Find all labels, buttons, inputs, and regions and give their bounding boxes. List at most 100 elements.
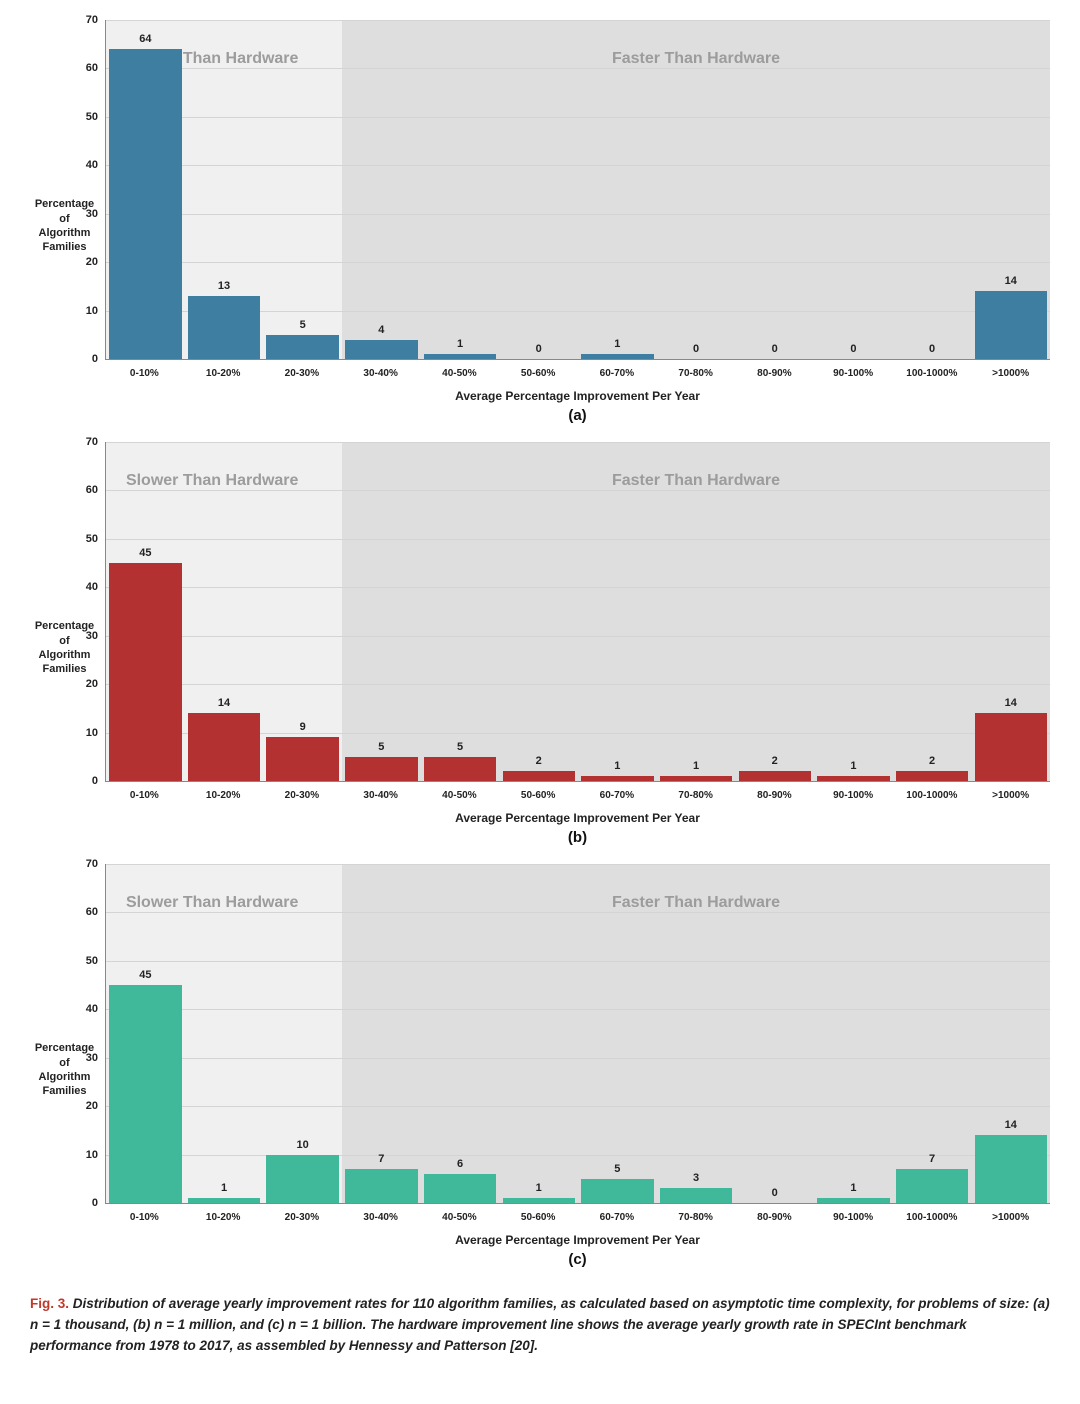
y-tick: 10 xyxy=(86,1149,98,1161)
x-tick: 0-10% xyxy=(105,790,184,801)
bar: 2 xyxy=(503,771,575,781)
bar: 6 xyxy=(424,1174,496,1203)
bar-value-label: 2 xyxy=(929,755,935,767)
chart-a: PercentageofAlgorithmFamiliesSlower Than… xyxy=(30,20,1050,432)
bar: 64 xyxy=(109,49,181,359)
y-tick: 0 xyxy=(92,1197,98,1209)
y-tick: 30 xyxy=(86,630,98,642)
bar-value-label: 7 xyxy=(929,1153,935,1165)
x-tick: 60-70% xyxy=(578,790,657,801)
y-tick: 60 xyxy=(86,62,98,74)
bar-value-label: 1 xyxy=(457,338,463,350)
x-tick: 100-1000% xyxy=(893,790,972,801)
bar: 5 xyxy=(266,335,338,359)
plot-area: Slower Than HardwareFaster Than Hardware… xyxy=(105,442,1050,782)
bar-value-label: 3 xyxy=(693,1172,699,1184)
y-tick: 50 xyxy=(86,533,98,545)
bar-value-label: 10 xyxy=(297,1139,309,1151)
x-tick: 30-40% xyxy=(341,368,420,379)
caption-text: Distribution of average yearly improveme… xyxy=(30,1296,1050,1353)
y-tick: 40 xyxy=(86,159,98,171)
bar-value-label: 1 xyxy=(693,760,699,772)
bar: 2 xyxy=(896,771,968,781)
x-tick: 30-40% xyxy=(341,1212,420,1223)
bar-value-label: 0 xyxy=(772,343,778,355)
bar-value-label: 13 xyxy=(218,280,230,292)
bar-value-label: 1 xyxy=(850,1182,856,1194)
x-axis-label: Average Percentage Improvement Per Year xyxy=(105,1233,1050,1247)
bar: 14 xyxy=(975,291,1047,359)
x-tick: 100-1000% xyxy=(893,368,972,379)
bar: 1 xyxy=(424,354,496,359)
bar-value-label: 4 xyxy=(378,324,384,336)
x-tick: 50-60% xyxy=(499,368,578,379)
x-tick: 60-70% xyxy=(578,368,657,379)
y-tick: 60 xyxy=(86,906,98,918)
y-tick: 0 xyxy=(92,775,98,787)
bar-value-label: 1 xyxy=(614,760,620,772)
x-axis-label: Average Percentage Improvement Per Year xyxy=(105,811,1050,825)
y-tick: 70 xyxy=(86,858,98,870)
bar: 1 xyxy=(581,776,653,781)
bar: 1 xyxy=(188,1198,260,1203)
y-tick: 20 xyxy=(86,256,98,268)
bar: 1 xyxy=(817,776,889,781)
x-tick: >1000% xyxy=(971,790,1050,801)
y-tick: 20 xyxy=(86,1100,98,1112)
x-tick: 60-70% xyxy=(578,1212,657,1223)
y-tick: 30 xyxy=(86,1052,98,1064)
bar-value-label: 1 xyxy=(850,760,856,772)
bar: 14 xyxy=(975,1135,1047,1203)
x-tick: 0-10% xyxy=(105,368,184,379)
y-axis-label: PercentageofAlgorithmFamilies xyxy=(30,864,105,1276)
bar-value-label: 0 xyxy=(929,343,935,355)
x-tick: 80-90% xyxy=(735,1212,814,1223)
y-tick: 10 xyxy=(86,305,98,317)
x-tick: 30-40% xyxy=(341,790,420,801)
x-tick: 40-50% xyxy=(420,790,499,801)
bar: 1 xyxy=(660,776,732,781)
x-tick: 90-100% xyxy=(814,368,893,379)
y-tick: 40 xyxy=(86,581,98,593)
figure-label: Fig. 3. xyxy=(30,1296,69,1311)
chart-b: PercentageofAlgorithmFamiliesSlower Than… xyxy=(30,442,1050,854)
bar-value-label: 1 xyxy=(614,338,620,350)
bar: 45 xyxy=(109,563,181,781)
plot-area: Slower Than HardwareFaster Than Hardware… xyxy=(105,864,1050,1204)
bar-value-label: 14 xyxy=(1005,1119,1017,1131)
x-tick: 80-90% xyxy=(735,368,814,379)
bar: 14 xyxy=(188,713,260,781)
bar-value-label: 14 xyxy=(1005,697,1017,709)
bar-value-label: 1 xyxy=(536,1182,542,1194)
bar-value-label: 2 xyxy=(536,755,542,767)
x-tick: 20-30% xyxy=(263,368,342,379)
bar-value-label: 7 xyxy=(378,1153,384,1165)
y-tick: 0 xyxy=(92,353,98,365)
figure-caption: Fig. 3. Distribution of average yearly i… xyxy=(30,1294,1050,1357)
bar-value-label: 14 xyxy=(218,697,230,709)
x-tick: >1000% xyxy=(971,1212,1050,1223)
x-tick: 10-20% xyxy=(184,790,263,801)
y-tick: 60 xyxy=(86,484,98,496)
x-tick: 90-100% xyxy=(814,1212,893,1223)
x-axis-label: Average Percentage Improvement Per Year xyxy=(105,389,1050,403)
bar-value-label: 2 xyxy=(772,755,778,767)
bar-value-label: 6 xyxy=(457,1158,463,1170)
x-tick: 90-100% xyxy=(814,790,893,801)
bar-value-label: 0 xyxy=(850,343,856,355)
subfigure-label: (b) xyxy=(105,829,1050,846)
bar: 10 xyxy=(266,1155,338,1203)
bar: 2 xyxy=(739,771,811,781)
bar: 9 xyxy=(266,737,338,781)
y-tick: 40 xyxy=(86,1003,98,1015)
bar: 1 xyxy=(817,1198,889,1203)
x-tick: >1000% xyxy=(971,368,1050,379)
bar-value-label: 0 xyxy=(772,1187,778,1199)
bar: 7 xyxy=(345,1169,417,1203)
y-tick: 10 xyxy=(86,727,98,739)
x-tick: 80-90% xyxy=(735,790,814,801)
bar-value-label: 9 xyxy=(300,721,306,733)
x-tick: 70-80% xyxy=(656,1212,735,1223)
bar-value-label: 5 xyxy=(300,319,306,331)
bar: 45 xyxy=(109,985,181,1203)
